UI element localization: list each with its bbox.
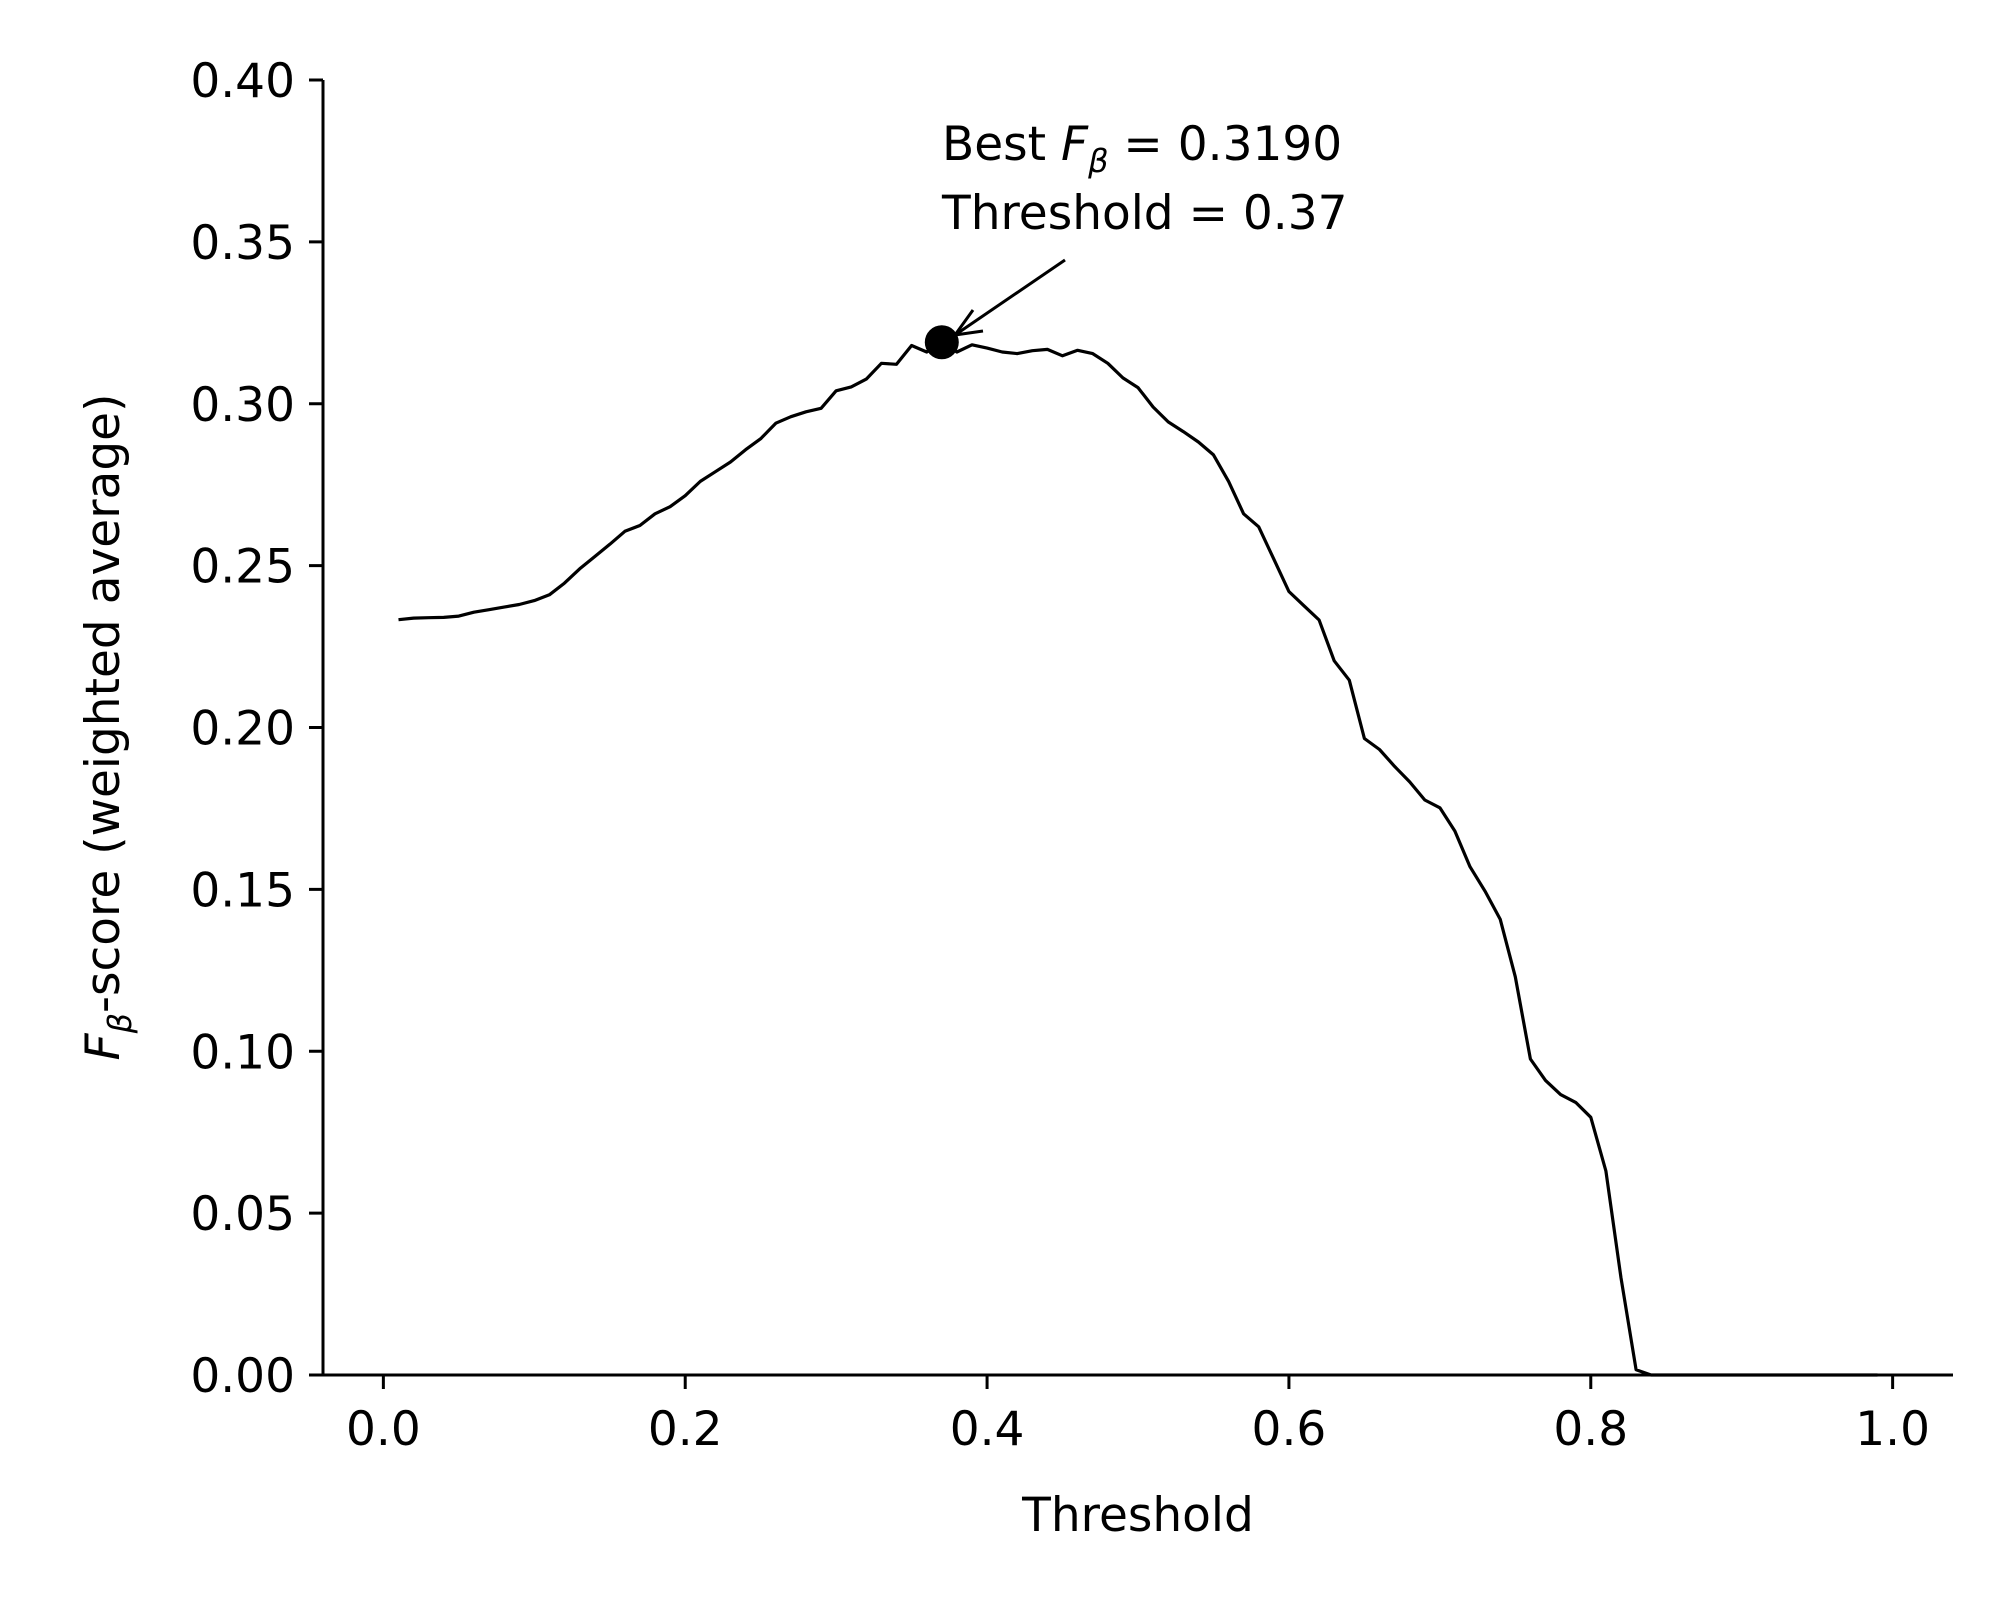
annotation-best-prefix: Best <box>942 117 1061 172</box>
annotation-best-value: = 0.3190 <box>1108 117 1342 172</box>
y-tick-label: 0.05 <box>190 1187 295 1242</box>
series-line <box>398 340 1878 1377</box>
annotation-arrow-shaft <box>954 258 1066 337</box>
x-tick-label: 0.4 <box>950 1402 1025 1457</box>
best-point-marker <box>924 325 959 360</box>
annotation-arrow <box>951 258 1066 337</box>
y-axis-label-suffix: -score (weighted average) <box>76 394 131 1013</box>
y-tick-label: 0.10 <box>190 1025 295 1080</box>
y-tick-label: 0.30 <box>190 378 295 433</box>
x-tick-label: 0.8 <box>1553 1402 1628 1457</box>
y-axis-label-f: F <box>76 1032 131 1060</box>
y-tick-label: 0.35 <box>190 216 295 271</box>
y-ticks: 0.00 0.05 0.10 0.15 0.20 0.25 0.30 0.35 0.40 <box>190 54 323 1404</box>
y-axis-label: Fβ-score (weighted average) <box>76 394 139 1061</box>
x-tick-label: 1.0 <box>1855 1402 1930 1457</box>
annotation-subscript: β <box>1087 142 1108 180</box>
axes <box>321 80 1953 1377</box>
annotation-arrow-head <box>951 309 984 337</box>
annotation-f: F <box>1061 117 1089 172</box>
y-tick-label: 0.15 <box>190 863 295 918</box>
x-tick-label: 0.6 <box>1252 1402 1327 1457</box>
x-tick-label: 0.2 <box>648 1402 723 1457</box>
annotation-line-2: Threshold = 0.37 <box>941 186 1348 241</box>
x-tick-label: 0.0 <box>346 1402 421 1457</box>
y-tick-label: 0.40 <box>190 54 295 109</box>
y-tick-label: 0.20 <box>190 702 295 757</box>
y-tick-label: 0.00 <box>190 1349 295 1404</box>
y-tick-label: 0.25 <box>190 540 295 595</box>
x-ticks: 0.0 0.2 0.4 0.6 0.8 1.0 <box>346 1375 1930 1457</box>
y-axis-label-subscript: β <box>101 1013 139 1034</box>
annotation-line-1: Best Fβ = 0.3190 <box>942 117 1342 180</box>
x-axis-label: Threshold <box>1021 1488 1254 1543</box>
